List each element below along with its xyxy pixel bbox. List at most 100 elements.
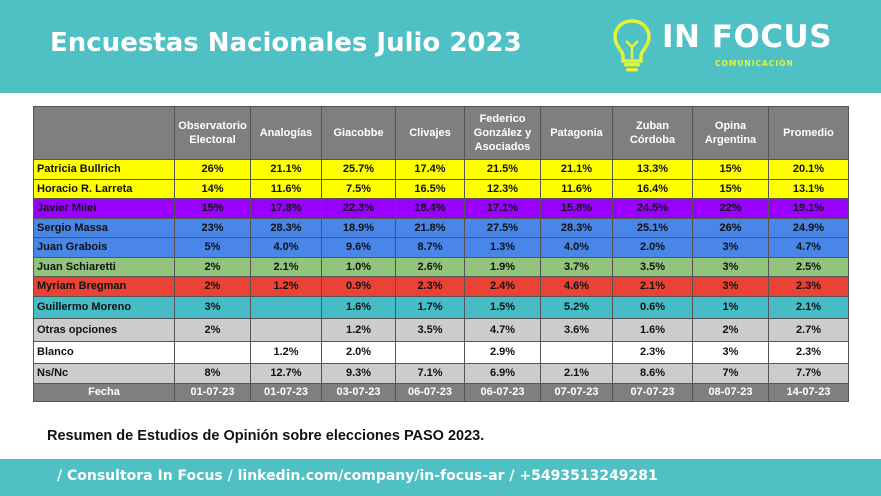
candidate-row: Juan Schiaretti 2% 2.1% 1.0% 2.6% 1.9% 3.7% 3.5…: [33, 256, 849, 277]
poll-value-cell: 6.9%: [464, 363, 541, 384]
footer-band: / Consultora In Focus / linkedin.com/com…: [0, 459, 881, 496]
poll-value-cell: [250, 295, 322, 319]
poll-value-cell: 1%: [692, 295, 769, 319]
poll-value-cell: 8.7%: [395, 237, 465, 258]
fecha-label: Fecha: [33, 382, 175, 402]
poll-value-cell: 16.4%: [612, 178, 693, 199]
poll-value-cell: 2.1%: [612, 276, 693, 297]
poll-value-cell: 3.6%: [540, 318, 613, 342]
poll-value-cell: [174, 340, 251, 364]
column-header: Patagonia: [540, 106, 613, 160]
candidate-name: Javier Milei: [33, 198, 175, 219]
column-header: Zuban Córdoba: [612, 106, 693, 160]
poll-value-cell: 18.4%: [395, 198, 465, 219]
poll-value-cell: 28.3%: [540, 217, 613, 238]
poll-value-cell: 2.3%: [612, 340, 693, 364]
poll-value-cell: 1.3%: [464, 237, 541, 258]
poll-value-cell: 3.5%: [612, 256, 693, 277]
poll-value-cell: 27.5%: [464, 217, 541, 238]
candidate-name: Ns/Nc: [33, 363, 175, 384]
column-header: Promedio: [768, 106, 849, 160]
poll-value-cell: 2.3%: [768, 340, 849, 364]
poll-value-cell: 3%: [692, 340, 769, 364]
poll-value-cell: 3.7%: [540, 256, 613, 277]
poll-value-cell: 5.2%: [540, 295, 613, 319]
poll-value-cell: 17.1%: [464, 198, 541, 219]
lightbulb-icon: [613, 19, 651, 72]
poll-value-cell: 25.1%: [612, 217, 693, 238]
column-header: Opina Argentina: [692, 106, 769, 160]
poll-value-cell: 26%: [174, 159, 251, 180]
poll-value-cell: 15%: [692, 159, 769, 180]
fecha-date-cell: 06-07-23: [395, 382, 465, 402]
poll-value-cell: 2.6%: [395, 256, 465, 277]
poll-value-cell: 9.6%: [321, 237, 396, 258]
poll-value-cell: 24.5%: [612, 198, 693, 219]
candidate-name: Myriam Bregman: [33, 276, 175, 297]
candidate-row: Myriam Bregman 2% 1.2% 0.9% 2.3% 2.4% 4.6% 2.1%…: [33, 276, 849, 297]
poll-value-cell: 7%: [692, 363, 769, 384]
poll-value-cell: 21.1%: [540, 159, 613, 180]
poll-value-cell: 5%: [174, 237, 251, 258]
poll-value-cell: 4.7%: [768, 237, 849, 258]
candidate-name: Juan Schiaretti: [33, 256, 175, 277]
poll-value-cell: 0.6%: [612, 295, 693, 319]
poll-value-cell: 0.9%: [321, 276, 396, 297]
poll-value-cell: 4.6%: [540, 276, 613, 297]
candidate-name: Horacio R. Larreta: [33, 178, 175, 199]
poll-value-cell: 2.7%: [768, 318, 849, 342]
column-header: Clivajes: [395, 106, 465, 160]
poll-value-cell: [250, 318, 322, 342]
poll-value-cell: 21.8%: [395, 217, 465, 238]
header-band: Encuestas Nacionales Julio 2023 IN FOCUS…: [0, 0, 881, 93]
poll-value-cell: 11.6%: [540, 178, 613, 199]
candidate-row: Ns/Nc 8% 12.7% 9.3% 7.1% 6.9% 2.1% 8.6% 7% 7.7%: [33, 363, 849, 384]
poll-value-cell: 1.6%: [612, 318, 693, 342]
poll-value-cell: 3%: [692, 256, 769, 277]
candidate-name: Blanco: [33, 340, 175, 364]
poll-value-cell: 8.6%: [612, 363, 693, 384]
candidate-row: Javier Milei 15% 17.8% 22.3% 18.4% 17.1% 15.8%…: [33, 198, 849, 219]
candidate-row: Sergio Massa 23% 28.3% 18.9% 21.8% 27.5% 28.3%…: [33, 217, 849, 238]
poll-value-cell: 15.8%: [540, 198, 613, 219]
poll-value-cell: 2.5%: [768, 256, 849, 277]
poll-value-cell: 7.5%: [321, 178, 396, 199]
column-header: Giacobbe: [321, 106, 396, 160]
poll-value-cell: 22.3%: [321, 198, 396, 219]
poll-value-cell: 2.4%: [464, 276, 541, 297]
poll-value-cell: 22%: [692, 198, 769, 219]
poll-value-cell: 21.5%: [464, 159, 541, 180]
poll-value-cell: 2%: [174, 276, 251, 297]
logo-subtitle: COMUNICACIÓN: [715, 59, 794, 68]
poll-value-cell: 2.3%: [768, 276, 849, 297]
poll-value-cell: 2.0%: [612, 237, 693, 258]
column-header: Federico González y Asociados: [464, 106, 541, 160]
fecha-date-cell: 14-07-23: [768, 382, 849, 402]
fecha-date-cell: 03-07-23: [321, 382, 396, 402]
candidate-name: Patricia Bullrich: [33, 159, 175, 180]
poll-value-cell: 3.5%: [395, 318, 465, 342]
header-corner: [33, 106, 175, 160]
candidate-row: Otras opciones 2% 1.2% 3.5% 4.7% 3.6% 1.6% 2% 2.…: [33, 318, 849, 342]
footer-contact: / Consultora In Focus / linkedin.com/com…: [57, 468, 658, 484]
poll-value-cell: 23%: [174, 217, 251, 238]
fecha-date-cell: 01-07-23: [250, 382, 322, 402]
fecha-date-cell: 01-07-23: [174, 382, 251, 402]
poll-value-cell: 12.3%: [464, 178, 541, 199]
poll-value-cell: 2.9%: [464, 340, 541, 364]
poll-value-cell: 17.8%: [250, 198, 322, 219]
poll-value-cell: 13.3%: [612, 159, 693, 180]
poll-value-cell: 13.1%: [768, 178, 849, 199]
candidate-name: Otras opciones: [33, 318, 175, 342]
candidate-name: Juan Grabois: [33, 237, 175, 258]
poll-value-cell: 28.3%: [250, 217, 322, 238]
fecha-date-cell: 07-07-23: [612, 382, 693, 402]
poll-value-cell: 3%: [174, 295, 251, 319]
poll-value-cell: 1.2%: [250, 276, 322, 297]
candidate-row: Blanco 1.2% 2.0% 2.9% 2.3% 3% 2.3%: [33, 340, 849, 364]
poll-value-cell: 2.3%: [395, 276, 465, 297]
poll-value-cell: 2.1%: [540, 363, 613, 384]
poll-value-cell: 3%: [692, 276, 769, 297]
poll-value-cell: 1.9%: [464, 256, 541, 277]
poll-value-cell: [540, 340, 613, 364]
